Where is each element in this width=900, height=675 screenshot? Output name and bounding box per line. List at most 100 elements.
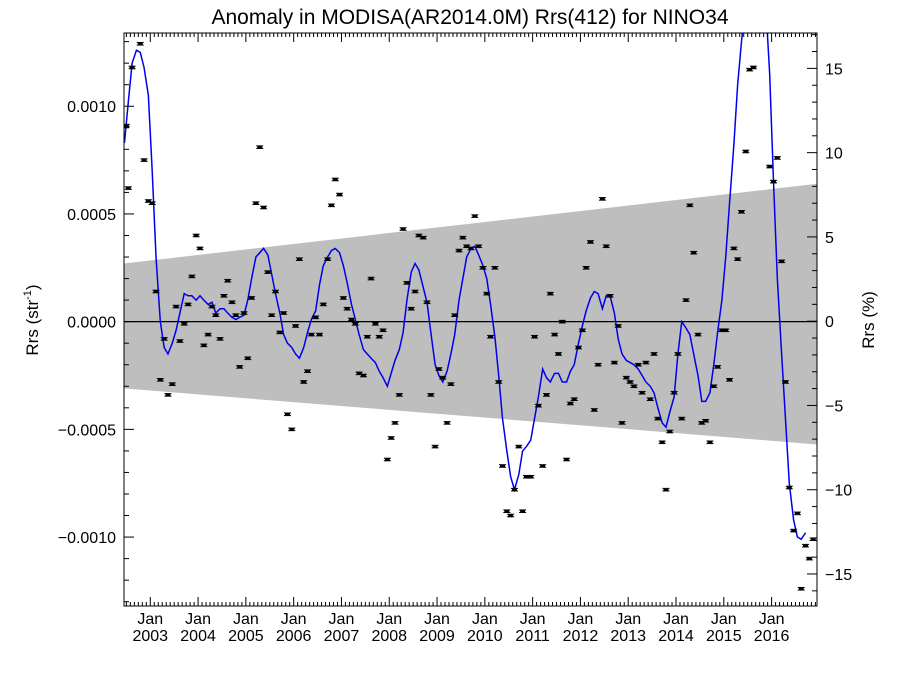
data-point — [387, 436, 395, 440]
data-point — [148, 201, 156, 205]
data-point — [515, 444, 523, 449]
x-tick-label-year: 2006 — [276, 628, 312, 645]
data-point — [563, 457, 571, 462]
data-point — [351, 322, 359, 326]
data-point — [666, 429, 674, 434]
data-point — [805, 556, 813, 561]
data-point — [602, 244, 610, 249]
data-point — [252, 201, 260, 205]
data-point — [288, 427, 296, 432]
data-point — [554, 352, 562, 356]
data-point — [347, 317, 355, 322]
data-point — [379, 328, 387, 333]
data-point — [646, 397, 654, 402]
x-tick-label-year: 2009 — [419, 628, 455, 645]
data-point — [670, 390, 678, 395]
data-point — [327, 203, 335, 208]
data-point — [558, 319, 566, 324]
data-point — [196, 246, 204, 251]
data-point — [722, 328, 730, 333]
chart-title: Anomaly in MODISA(AR2014.0M) Rrs(412) fo… — [212, 6, 729, 29]
data-point — [180, 322, 188, 326]
plot-frame — [123, 32, 818, 607]
data-point — [419, 235, 427, 240]
data-point — [300, 380, 308, 384]
data-point — [582, 266, 590, 270]
data-point — [654, 416, 662, 421]
data-point — [124, 186, 132, 190]
data-point — [634, 362, 642, 367]
data-point — [797, 586, 805, 591]
data-point — [260, 205, 268, 210]
data-point — [694, 332, 702, 337]
data-point — [802, 543, 810, 548]
data-point — [790, 528, 798, 533]
data-point — [156, 378, 164, 382]
data-point — [423, 300, 431, 305]
data-point — [459, 235, 467, 240]
data-point — [152, 289, 160, 294]
data-point — [224, 278, 232, 283]
data-points-layer — [124, 41, 817, 591]
data-point — [534, 403, 542, 408]
data-point — [714, 365, 722, 369]
right-y-tick-label: −15 — [825, 567, 852, 584]
x-tick-label-month: Jan — [568, 611, 594, 628]
data-point — [399, 227, 407, 231]
data-point — [546, 291, 554, 296]
x-tick-label-year: 2014 — [658, 628, 694, 645]
right-y-tick-label: −5 — [825, 398, 843, 415]
data-point — [778, 259, 786, 264]
data-point — [622, 375, 630, 380]
x-tick-label-month: Jan — [663, 611, 689, 628]
data-point — [642, 360, 650, 365]
data-point — [650, 352, 658, 356]
right-y-tick-label: 0 — [825, 314, 834, 331]
data-point — [531, 334, 539, 339]
data-point — [324, 257, 332, 261]
data-point — [140, 158, 148, 162]
data-point — [283, 412, 291, 417]
data-point — [451, 313, 459, 317]
data-point — [236, 365, 244, 369]
data-point — [491, 266, 499, 270]
data-point — [172, 304, 180, 309]
data-point — [630, 384, 638, 389]
data-point — [220, 294, 228, 298]
data-point — [499, 464, 507, 468]
data-point — [770, 179, 778, 184]
data-point — [204, 332, 212, 337]
data-point — [315, 332, 323, 337]
left-y-axis: 0.0010 0.0005 0.0000 −0.0005 −0.0010 — [58, 41, 134, 603]
x-tick-label-year: 2016 — [754, 628, 790, 645]
data-point — [539, 464, 547, 468]
data-point — [304, 369, 312, 373]
data-point — [626, 380, 634, 384]
data-point — [216, 337, 224, 341]
data-point — [319, 302, 327, 307]
data-point — [598, 197, 606, 201]
data-point — [343, 306, 351, 311]
data-point — [164, 393, 172, 397]
data-point — [276, 330, 284, 335]
data-point — [280, 311, 288, 315]
data-point — [244, 356, 252, 361]
data-point — [638, 390, 646, 395]
data-point — [487, 334, 495, 339]
x-tick-label-year: 2012 — [563, 628, 599, 645]
data-point — [702, 418, 710, 423]
data-point — [575, 345, 583, 350]
data-point — [339, 296, 347, 300]
data-point — [578, 328, 586, 333]
data-point — [395, 393, 403, 397]
left-y-axis-title-close: ) — [23, 284, 42, 290]
data-point — [188, 274, 196, 279]
data-point — [367, 276, 375, 281]
data-point — [295, 257, 303, 261]
left-y-tick-label: −0.0005 — [58, 422, 116, 439]
left-y-axis-title-main: Rrs (str — [23, 300, 42, 356]
data-point — [363, 334, 371, 339]
x-tick-label-month: Jan — [424, 611, 450, 628]
data-point — [435, 367, 443, 371]
data-point — [519, 509, 527, 514]
